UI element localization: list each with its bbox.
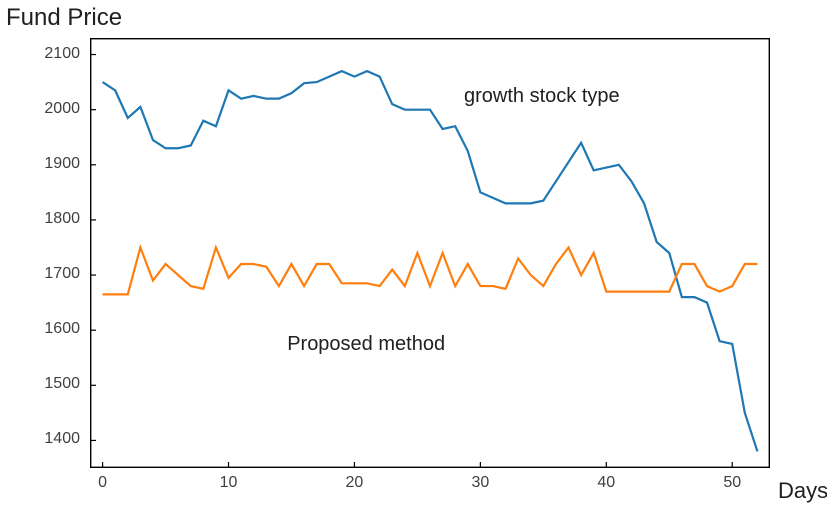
x-axis-title: Days [778,478,827,504]
x-tick-label: 0 [93,474,113,492]
x-tick-label: 20 [344,474,364,492]
y-tick-label: 1900 [44,155,80,173]
x-tick-label: 10 [219,474,239,492]
y-tick-label: 1800 [44,210,80,228]
y-tick-label: 1500 [44,375,80,393]
chart-container: Fund Price Days 2100 2000 1900 1800 1700… [0,0,827,527]
y-tick-label: 2100 [44,45,80,63]
x-tick-label: 40 [596,474,616,492]
y-tick-label: 1700 [44,265,80,283]
y-tick-label: 1400 [44,430,80,448]
y-tick-label: 1600 [44,320,80,338]
plot-area [90,38,770,468]
y-tick-label: 2000 [44,100,80,118]
y-axis-title: Fund Price [6,4,122,32]
x-tick-label: 50 [722,474,742,492]
x-tick-label: 30 [470,474,490,492]
